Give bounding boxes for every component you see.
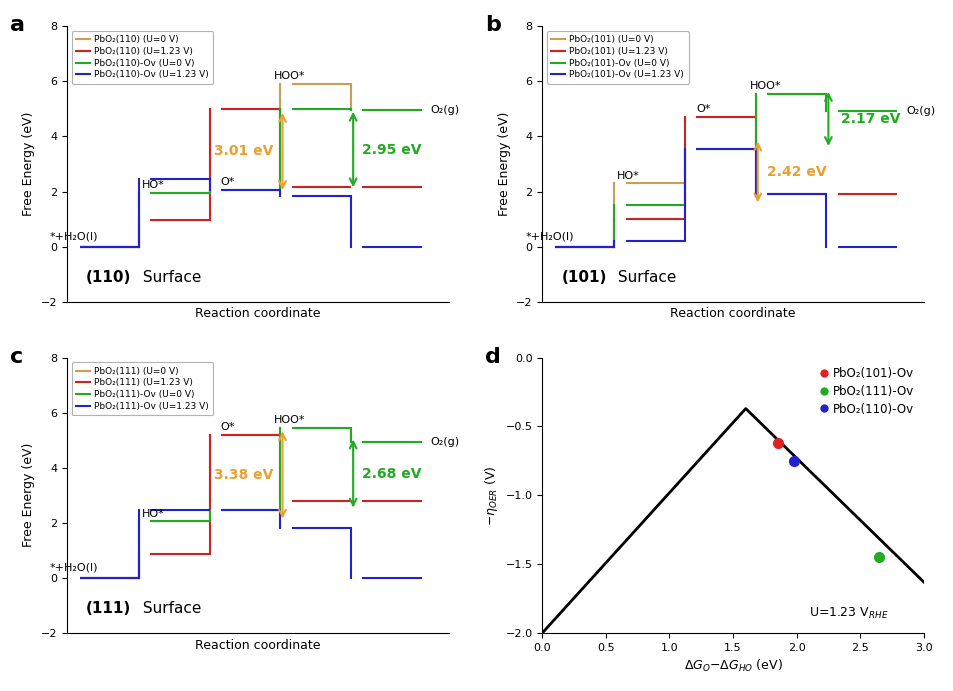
X-axis label: $\Delta G_O$$-$$\Delta G_{HO}$ (eV): $\Delta G_O$$-$$\Delta G_{HO}$ (eV) [683, 659, 781, 674]
Text: 3.01 eV: 3.01 eV [213, 144, 274, 158]
Text: Surface: Surface [612, 270, 676, 285]
Text: (101): (101) [560, 270, 606, 285]
Text: O*: O* [220, 178, 235, 187]
Text: Surface: Surface [137, 270, 201, 285]
Legend: PbO₂(110) (U=0 V), PbO₂(110) (U=1.23 V), PbO₂(110)-Ov (U=0 V), PbO₂(110)-Ov (U=1: PbO₂(110) (U=0 V), PbO₂(110) (U=1.23 V),… [71, 31, 213, 84]
Text: 2.17 eV: 2.17 eV [841, 112, 900, 126]
X-axis label: Reaction coordinate: Reaction coordinate [194, 638, 320, 652]
Text: 2.95 eV: 2.95 eV [362, 142, 421, 157]
Text: *+H₂O(l): *+H₂O(l) [525, 231, 574, 242]
Y-axis label: Free Energy (eV): Free Energy (eV) [22, 443, 35, 547]
Legend: PbO₂(101)-Ov, PbO₂(111)-Ov, PbO₂(110)-Ov: PbO₂(101)-Ov, PbO₂(111)-Ov, PbO₂(110)-Ov [817, 363, 917, 419]
Text: a: a [10, 15, 25, 35]
Text: d: d [484, 347, 500, 367]
Text: c: c [10, 347, 23, 367]
Text: 2.42 eV: 2.42 eV [766, 165, 825, 179]
Text: O₂(g): O₂(g) [431, 437, 459, 446]
Text: Surface: Surface [137, 601, 201, 616]
Text: HO*: HO* [142, 180, 164, 190]
Text: b: b [484, 15, 500, 35]
Text: O₂(g): O₂(g) [905, 106, 934, 116]
Text: U=1.23 V$_{RHE}$: U=1.23 V$_{RHE}$ [808, 605, 888, 621]
Text: O₂(g): O₂(g) [431, 105, 459, 115]
Text: O*: O* [696, 104, 710, 114]
X-axis label: Reaction coordinate: Reaction coordinate [194, 307, 320, 320]
Text: (111): (111) [86, 601, 132, 616]
Text: HOO*: HOO* [749, 81, 781, 91]
Text: 2.68 eV: 2.68 eV [362, 466, 421, 480]
Text: HOO*: HOO* [274, 415, 306, 425]
Legend: PbO₂(111) (U=0 V), PbO₂(111) (U=1.23 V), PbO₂(111)-Ov (U=0 V), PbO₂(111)-Ov (U=1: PbO₂(111) (U=0 V), PbO₂(111) (U=1.23 V),… [71, 362, 213, 415]
Y-axis label: $-\eta_{OER}$ (V): $-\eta_{OER}$ (V) [482, 465, 499, 526]
X-axis label: Reaction coordinate: Reaction coordinate [670, 307, 795, 320]
Text: *+H₂O(l): *+H₂O(l) [51, 563, 98, 573]
Y-axis label: Free Energy (eV): Free Energy (eV) [22, 112, 35, 216]
Text: O*: O* [220, 422, 235, 432]
Text: 3.38 eV: 3.38 eV [213, 468, 274, 482]
Text: HOO*: HOO* [274, 71, 306, 82]
Text: *+H₂O(l): *+H₂O(l) [51, 231, 98, 242]
Text: (110): (110) [86, 270, 132, 285]
Legend: PbO₂(101) (U=0 V), PbO₂(101) (U=1.23 V), PbO₂(101)-Ov (U=0 V), PbO₂(101)-Ov (U=1: PbO₂(101) (U=0 V), PbO₂(101) (U=1.23 V),… [546, 31, 688, 84]
Text: HO*: HO* [142, 509, 164, 519]
Text: HO*: HO* [617, 171, 639, 180]
Y-axis label: Free Energy (eV): Free Energy (eV) [497, 112, 510, 216]
